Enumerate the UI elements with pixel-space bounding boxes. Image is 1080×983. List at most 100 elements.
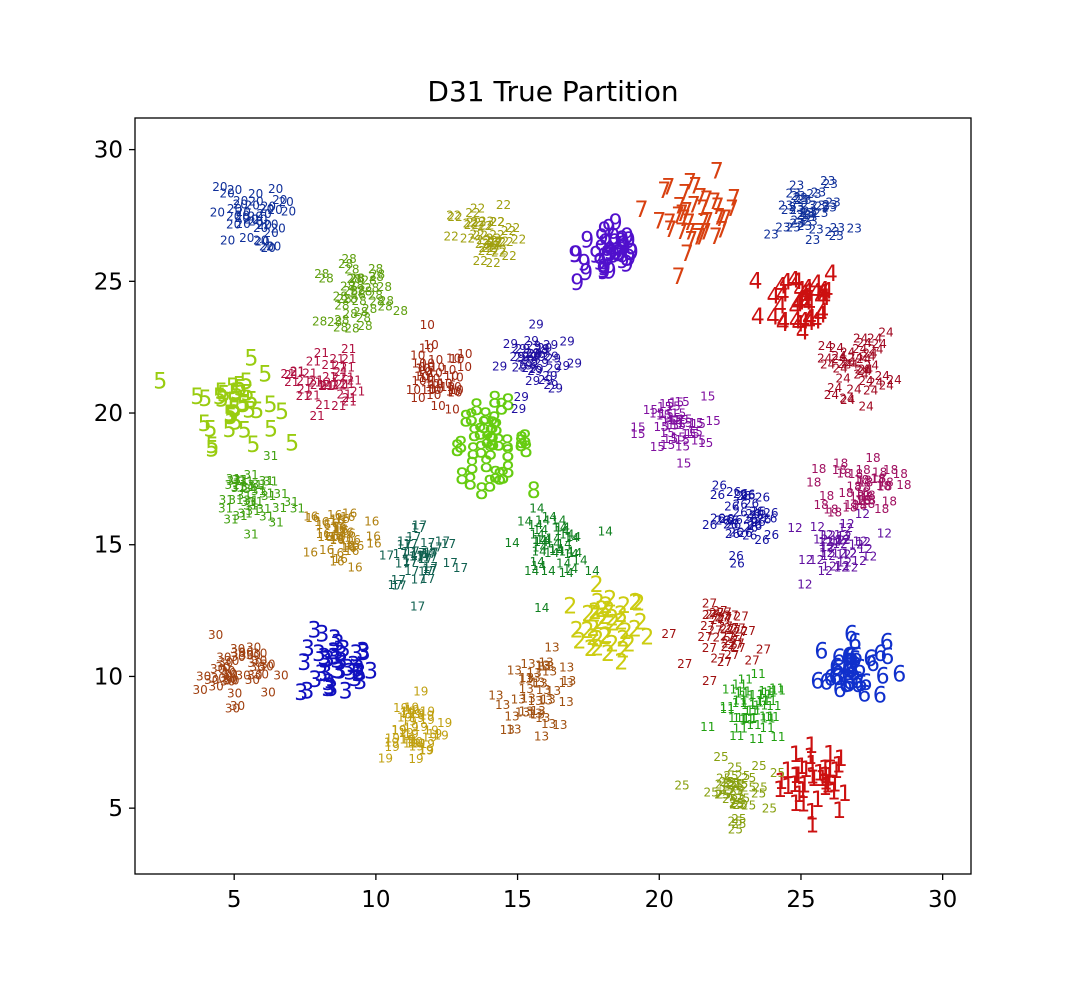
data-point-cluster-6: 6 xyxy=(842,659,856,684)
data-point-cluster-18: 18 xyxy=(896,478,911,492)
data-point-cluster-20: 20 xyxy=(254,235,269,249)
y-tick-label: 15 xyxy=(94,533,123,559)
data-point-cluster-2: 2 xyxy=(601,598,615,623)
data-point-cluster-11: 11 xyxy=(733,694,748,708)
data-point-cluster-8: 8 xyxy=(450,437,464,462)
data-point-cluster-7: 7 xyxy=(719,207,733,232)
data-point-cluster-19: 19 xyxy=(404,701,419,715)
data-point-cluster-9: 9 xyxy=(616,249,630,274)
data-point-cluster-13: 13 xyxy=(511,693,526,707)
data-point-cluster-21: 21 xyxy=(315,398,330,412)
data-point-cluster-19: 19 xyxy=(419,708,434,722)
data-point-cluster-29: 29 xyxy=(492,359,507,373)
data-point-cluster-3: 3 xyxy=(330,649,344,674)
data-point-cluster-3: 3 xyxy=(357,641,371,666)
data-point-cluster-6: 6 xyxy=(844,622,858,647)
data-point-cluster-14: 14 xyxy=(544,546,559,560)
data-point-cluster-6: 6 xyxy=(849,645,863,670)
data-point-cluster-18: 18 xyxy=(877,479,892,493)
data-point-cluster-15: 15 xyxy=(691,417,706,431)
data-point-cluster-20: 20 xyxy=(266,240,281,254)
data-point-cluster-8: 8 xyxy=(493,466,507,491)
data-point-cluster-24: 24 xyxy=(862,346,877,360)
data-point-cluster-11: 11 xyxy=(760,711,775,725)
data-point-cluster-10: 10 xyxy=(426,388,441,402)
data-point-cluster-8: 8 xyxy=(479,453,493,478)
data-point-cluster-26: 26 xyxy=(728,549,743,563)
data-point-cluster-1: 1 xyxy=(813,762,827,787)
data-point-cluster-22: 22 xyxy=(486,231,501,245)
data-point-cluster-21: 21 xyxy=(341,342,356,356)
data-point-cluster-5: 5 xyxy=(230,380,244,405)
data-point-cluster-12: 12 xyxy=(818,528,833,542)
data-point-cluster-9: 9 xyxy=(617,233,631,258)
data-point-cluster-12: 12 xyxy=(837,555,852,569)
data-point-cluster-10: 10 xyxy=(425,372,440,386)
data-point-cluster-18: 18 xyxy=(823,503,838,517)
data-point-cluster-22: 22 xyxy=(479,219,494,233)
data-point-cluster-18: 18 xyxy=(870,472,885,486)
data-point-cluster-22: 22 xyxy=(460,231,475,245)
data-point-cluster-1: 1 xyxy=(819,770,833,795)
data-point-cluster-7: 7 xyxy=(682,211,696,236)
data-point-cluster-25: 25 xyxy=(719,783,734,797)
data-point-cluster-25: 25 xyxy=(723,769,738,783)
data-point-cluster-16: 16 xyxy=(333,523,348,537)
data-point-cluster-17: 17 xyxy=(388,578,403,592)
data-point-cluster-25: 25 xyxy=(731,812,746,826)
data-point-cluster-19: 19 xyxy=(385,732,400,746)
data-point-cluster-14: 14 xyxy=(567,546,582,560)
data-point-cluster-1: 1 xyxy=(829,759,843,784)
data-point-cluster-29: 29 xyxy=(529,318,544,332)
data-point-cluster-1: 1 xyxy=(819,764,833,789)
data-point-cluster-19: 19 xyxy=(408,735,423,749)
data-point-cluster-15: 15 xyxy=(688,416,703,430)
data-point-cluster-24: 24 xyxy=(878,326,893,340)
data-point-cluster-23: 23 xyxy=(797,219,812,233)
data-point-cluster-11: 11 xyxy=(720,700,735,714)
data-point-cluster-11: 11 xyxy=(759,710,774,724)
data-point-cluster-15: 15 xyxy=(659,397,674,411)
data-point-cluster-9: 9 xyxy=(607,243,621,268)
data-point-cluster-10: 10 xyxy=(441,363,456,377)
data-point-cluster-1: 1 xyxy=(828,773,842,798)
data-point-cluster-5: 5 xyxy=(225,403,239,428)
data-point-cluster-2: 2 xyxy=(629,590,643,615)
data-point-cluster-6: 6 xyxy=(842,644,856,669)
data-point-cluster-24: 24 xyxy=(858,374,873,388)
data-point-cluster-15: 15 xyxy=(668,413,683,427)
data-point-cluster-13: 13 xyxy=(530,675,545,689)
data-point-cluster-21: 21 xyxy=(347,374,362,388)
data-point-cluster-8: 8 xyxy=(479,405,493,430)
data-point-cluster-6: 6 xyxy=(841,672,855,697)
data-point-cluster-10: 10 xyxy=(428,353,443,367)
data-point-cluster-17: 17 xyxy=(418,552,433,566)
data-point-cluster-1: 1 xyxy=(838,782,852,807)
data-point-cluster-17: 17 xyxy=(391,578,406,592)
data-point-cluster-7: 7 xyxy=(698,221,712,246)
data-point-cluster-1: 1 xyxy=(805,752,819,777)
data-point-cluster-16: 16 xyxy=(329,514,344,528)
data-point-cluster-4: 4 xyxy=(820,279,834,304)
data-point-cluster-14: 14 xyxy=(555,520,570,534)
data-point-cluster-7: 7 xyxy=(675,220,689,245)
data-point-cluster-15: 15 xyxy=(700,389,715,403)
data-point-cluster-8: 8 xyxy=(459,408,473,433)
data-point-cluster-15: 15 xyxy=(676,457,691,471)
data-point-cluster-11: 11 xyxy=(758,684,773,698)
x-tick-label: 25 xyxy=(786,887,815,913)
data-point-cluster-25: 25 xyxy=(721,776,736,790)
data-point-cluster-24: 24 xyxy=(817,352,832,366)
data-point-cluster-7: 7 xyxy=(714,207,728,232)
data-point-cluster-26: 26 xyxy=(763,506,778,520)
data-point-cluster-11: 11 xyxy=(736,684,751,698)
data-point-cluster-10: 10 xyxy=(411,356,426,370)
data-point-cluster-1: 1 xyxy=(807,767,821,792)
data-point-cluster-11: 11 xyxy=(746,704,761,718)
data-point-cluster-15: 15 xyxy=(671,418,686,432)
data-point-cluster-31: 31 xyxy=(241,495,256,509)
data-point-cluster-19: 19 xyxy=(433,729,448,743)
data-point-cluster-24: 24 xyxy=(853,368,868,382)
